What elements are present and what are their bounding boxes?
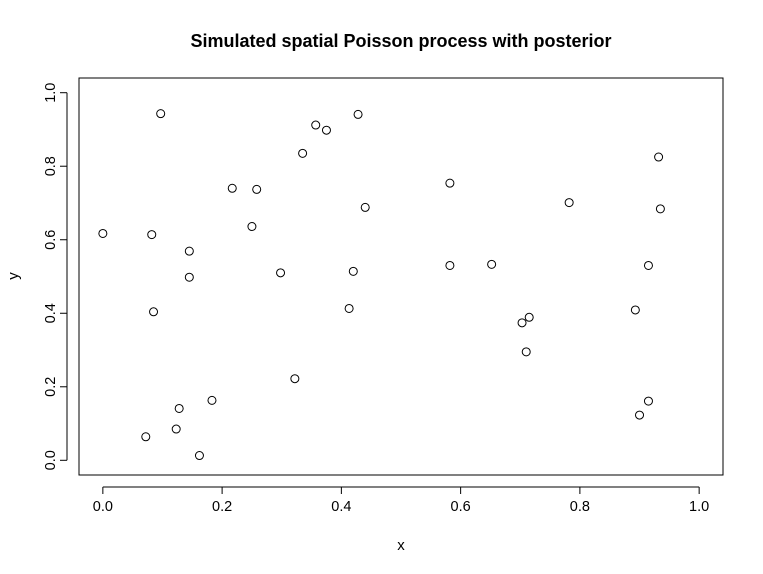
data-point [635, 410, 645, 420]
data-point [643, 260, 653, 270]
plot-frame [78, 77, 724, 476]
data-point [247, 222, 257, 232]
x-tick-label: 0.2 [212, 499, 232, 515]
data-point [353, 109, 363, 119]
data-point [207, 395, 217, 405]
data-point [184, 272, 194, 282]
data-point [630, 305, 640, 315]
data-point [524, 312, 534, 322]
data-point [348, 266, 358, 276]
data-point [147, 230, 157, 240]
data-point [194, 451, 204, 461]
data-point [321, 125, 331, 135]
data-point [445, 178, 455, 188]
data-point [643, 396, 653, 406]
x-tick-label: 0.0 [93, 499, 113, 515]
data-point [252, 184, 262, 194]
data-point [227, 183, 237, 193]
data-point [344, 303, 354, 313]
chart-title: Simulated spatial Poisson process with p… [190, 31, 611, 51]
data-points [98, 109, 665, 461]
data-point [521, 347, 531, 357]
data-point [290, 374, 300, 384]
data-point [517, 318, 527, 328]
data-point [654, 152, 664, 162]
data-point [174, 403, 184, 413]
data-point [276, 268, 286, 278]
data-point [655, 204, 665, 214]
data-point [445, 260, 455, 270]
data-point [298, 148, 308, 158]
data-point [141, 432, 151, 442]
x-axis: 0.0 0.2 0.4 0.6 0.8 1.0 [93, 486, 709, 515]
data-point [171, 424, 181, 434]
data-point [564, 198, 574, 208]
data-point [98, 228, 108, 238]
data-point [360, 202, 370, 212]
data-point [487, 259, 497, 269]
x-tick-label: 0.6 [451, 499, 471, 515]
y-axis: 0.0 0.2 0.4 0.6 0.8 1.0 [43, 83, 68, 470]
x-tick-label: 1.0 [689, 499, 709, 515]
y-tick-label: 0.2 [43, 377, 59, 397]
y-tick-label: 0.4 [43, 303, 59, 323]
y-tick-label: 0.0 [43, 450, 59, 470]
y-tick-label: 0.6 [43, 230, 59, 250]
y-tick-label: 0.8 [43, 156, 59, 176]
data-point [311, 120, 321, 130]
x-tick-label: 0.4 [331, 499, 351, 515]
data-point [149, 307, 159, 317]
data-point [156, 109, 166, 119]
data-point [184, 246, 194, 256]
x-tick-label: 0.8 [570, 499, 590, 515]
x-axis-label: x [397, 537, 405, 554]
y-tick-label: 1.0 [43, 83, 59, 103]
y-axis-label: y [5, 272, 22, 280]
